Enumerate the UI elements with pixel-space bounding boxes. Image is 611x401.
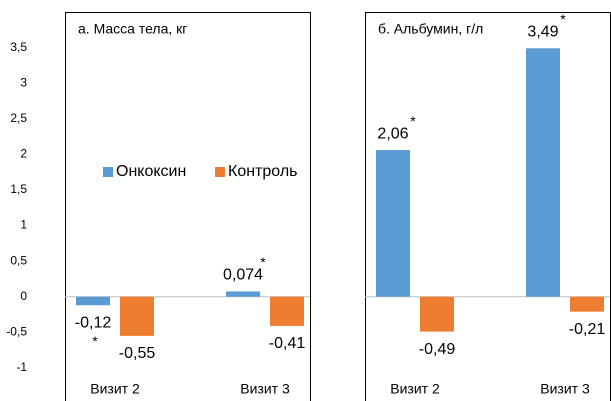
data-label: 3,49 [527,24,558,41]
y-tick-label: -1 [16,360,27,374]
data-label: -0,21 [569,321,606,338]
x-tick-label: Визит 3 [240,381,290,397]
bar [76,296,110,306]
y-tick-label: 2,5 [10,111,27,125]
data-label: -0,12 [75,314,112,331]
significance-mark: * [260,254,266,270]
y-tick-label: 0,5 [10,253,27,267]
x-tick-label: Визит 2 [90,381,140,397]
bar [526,48,560,297]
y-tick-label: 1 [20,218,27,232]
legend-swatch [103,167,113,177]
panel-title: б. Альбумин, г/л [378,21,483,37]
significance-mark: * [92,333,98,349]
bar [270,296,304,326]
data-label: -0,49 [419,341,456,358]
data-label: 2,06 [377,125,408,142]
legend-label: Онкоксин [116,163,186,180]
bar [120,296,154,336]
panel-frame [65,12,311,401]
bar [420,296,454,332]
y-tick-label: 0 [20,289,27,303]
y-tick-label: 3,5 [10,40,27,54]
data-label: 0,074 [223,267,263,284]
x-tick-label: Визит 2 [390,381,440,397]
legend-swatch [215,167,225,177]
significance-mark: * [560,11,566,27]
legend-label: Контроль [228,163,298,180]
y-tick-label: 2 [20,147,27,161]
data-label: -0,55 [119,345,156,362]
bar [570,296,604,312]
y-tick-label: -0,5 [6,324,27,338]
x-tick-label: Визит 3 [540,381,590,397]
bar [376,150,410,297]
panel-title: а. Масса тела, кг [78,21,187,37]
data-label: -0,41 [269,335,306,352]
significance-mark: * [410,113,416,129]
bar [226,291,260,297]
y-tick-label: 3 [20,75,27,89]
y-tick-label: 1,5 [10,182,27,196]
